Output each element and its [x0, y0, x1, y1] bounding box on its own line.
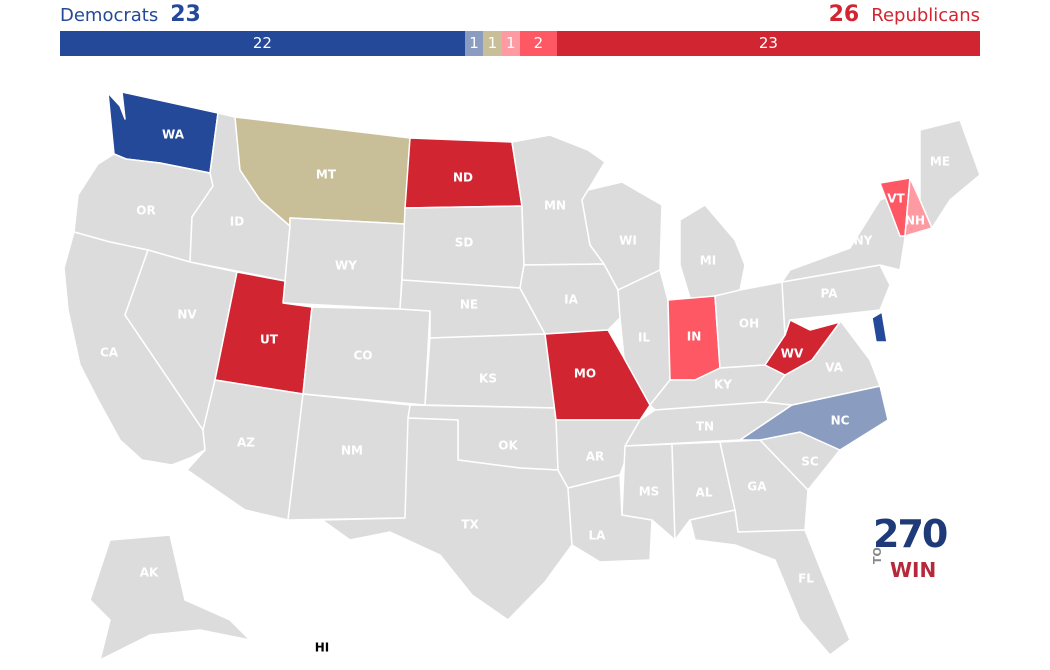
state-wy[interactable] — [282, 217, 406, 310]
state-de[interactable] — [871, 311, 888, 343]
state-label-id: ID — [230, 215, 244, 229]
state-label-mt: MT — [316, 168, 337, 182]
state-ak[interactable] — [89, 534, 251, 661]
state-co[interactable] — [302, 306, 431, 406]
state-label-ks: KS — [479, 372, 497, 386]
state-mi[interactable] — [679, 204, 746, 301]
state-label-nv: NV — [177, 308, 197, 322]
logo-to: TO — [871, 547, 884, 564]
bar-segment-2: 1 — [483, 31, 502, 56]
state-label-vt: VT — [887, 192, 905, 206]
republicans-total: 26 — [828, 2, 860, 27]
state-label-va: VA — [825, 361, 843, 375]
state-label-nm: NM — [341, 444, 363, 458]
bar-segment-4: 2 — [519, 31, 557, 56]
state-label-ok: OK — [498, 439, 518, 453]
state-label-mo: MO — [574, 367, 596, 381]
state-ms[interactable] — [621, 443, 676, 541]
state-label-tn: TN — [696, 420, 714, 434]
democrats-summary: Democrats 23 — [60, 2, 201, 27]
state-label-wv: WV — [781, 347, 804, 361]
state-label-al: AL — [696, 486, 713, 500]
state-label-ar: AR — [586, 450, 605, 464]
republicans-summary: 26 Republicans — [829, 2, 980, 27]
bar-segment-5: 23 — [556, 31, 980, 56]
state-label-sd: SD — [455, 236, 474, 250]
state-label-ia: IA — [564, 293, 578, 307]
state-label-ak: AK — [140, 566, 159, 580]
state-label-wi: WI — [619, 234, 637, 248]
state-label-wa: WA — [162, 128, 185, 142]
state-tx[interactable] — [321, 417, 573, 621]
state-label-ny: NY — [854, 234, 873, 248]
state-label-mn: MN — [544, 199, 566, 213]
state-label-nh: NH — [905, 214, 925, 228]
state-label-pa: PA — [821, 287, 839, 301]
state-label-ky: KY — [714, 378, 732, 392]
logo-number: 270 — [873, 512, 948, 556]
democrats-label: Democrats — [60, 5, 159, 26]
logo-win: WIN — [890, 558, 937, 582]
us-map: WA OR CA ID NV MT WY UT AZ CO NM ND SD NE KS OK TX MN IA MO… — [63, 91, 981, 661]
state-label-in: IN — [687, 330, 702, 344]
state-label-me: ME — [930, 155, 950, 169]
state-label-co: CO — [353, 349, 372, 363]
state-label-sc: SC — [801, 455, 819, 469]
state-label-nc: NC — [831, 414, 850, 428]
state-label-il: IL — [638, 331, 650, 345]
state-label-mi: MI — [700, 254, 716, 268]
state-fl[interactable] — [689, 509, 851, 656]
270towin-logo: 270 TO WIN — [871, 512, 948, 584]
state-label-ut: UT — [260, 333, 279, 347]
bar-segment-0: 22 — [60, 31, 465, 56]
democrats-total: 23 — [170, 2, 201, 27]
republicans-label: Republicans — [871, 5, 980, 26]
state-label-nd: ND — [453, 171, 473, 185]
bar-segment-1: 1 — [464, 31, 484, 56]
state-label-ne: NE — [460, 298, 478, 312]
state-label-or: OR — [136, 204, 155, 218]
state-ny[interactable] — [781, 191, 906, 283]
state-la[interactable] — [567, 474, 653, 563]
seat-balance-bar: 22 1 1 1 2 23 — [60, 31, 980, 56]
state-label-tx: TX — [461, 518, 479, 532]
state-label-ca: CA — [100, 346, 119, 360]
bar-segment-3: 1 — [501, 31, 520, 56]
state-label-la: LA — [589, 529, 607, 543]
scoreboard-header: Democrats 23 26 Republicans — [60, 0, 980, 30]
state-label-ga: GA — [747, 480, 767, 494]
state-label-fl: FL — [798, 572, 814, 586]
state-label-wy: WY — [335, 259, 357, 273]
state-me[interactable] — [919, 119, 981, 229]
state-label-oh: OH — [739, 317, 759, 331]
state-label-az: AZ — [237, 436, 255, 450]
state-label-ms: MS — [639, 485, 660, 499]
state-label-hi: HI — [315, 641, 330, 655]
